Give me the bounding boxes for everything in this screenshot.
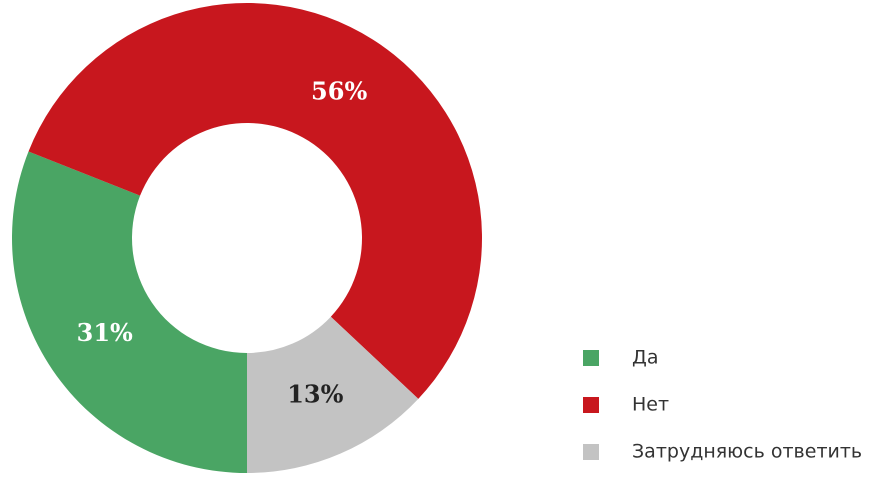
legend-label: Да bbox=[632, 347, 659, 369]
slice bbox=[28, 2, 482, 399]
legend-label: Затрудняюсь ответить bbox=[632, 441, 862, 463]
value-label: 13% bbox=[287, 379, 343, 408]
value-label: 31% bbox=[77, 318, 133, 347]
legend-swatch bbox=[583, 397, 599, 413]
slice bbox=[11, 151, 247, 473]
legend-swatch bbox=[583, 350, 599, 366]
legend-label: Нет bbox=[632, 394, 669, 416]
slice bbox=[247, 316, 419, 473]
value-label: 56% bbox=[311, 76, 367, 105]
legend-swatch bbox=[583, 444, 599, 460]
